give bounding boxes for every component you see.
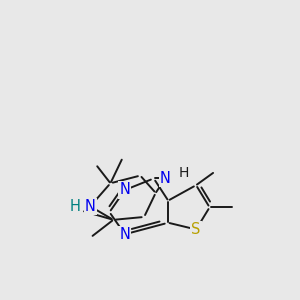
Text: N: N	[85, 199, 96, 214]
Text: H: H	[69, 199, 80, 214]
Text: S: S	[191, 222, 201, 237]
Text: N: N	[160, 171, 171, 186]
Text: H: H	[178, 166, 189, 180]
Text: N: N	[119, 182, 130, 197]
Text: N: N	[119, 227, 130, 242]
